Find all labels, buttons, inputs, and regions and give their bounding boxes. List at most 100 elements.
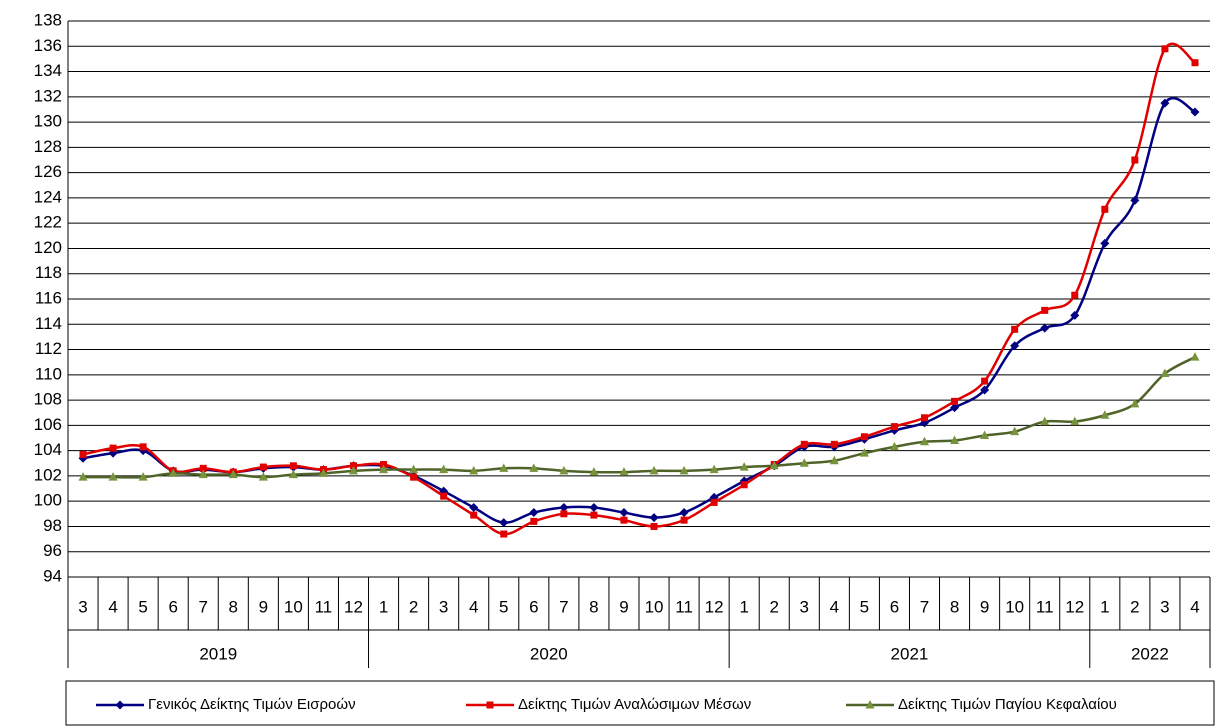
x-tick-label: 3	[1160, 597, 1169, 616]
y-tick-label: 116	[35, 288, 62, 307]
marker	[860, 433, 868, 441]
marker	[379, 464, 389, 474]
marker	[410, 473, 418, 481]
y-tick-label: 130	[34, 112, 62, 131]
marker	[589, 503, 599, 512]
marker	[139, 443, 147, 451]
marker	[469, 465, 479, 475]
x-tick-label: 4	[830, 597, 839, 616]
marker	[950, 403, 960, 413]
marker	[740, 481, 748, 489]
marker	[1160, 98, 1170, 108]
marker	[1191, 59, 1199, 67]
x-group-label: 2020	[530, 644, 568, 663]
marker	[470, 511, 478, 519]
x-tick-label: 6	[529, 597, 538, 616]
x-tick-label: 12	[1065, 597, 1084, 616]
legend-label: Δείκτης Τιμών Αναλώσιμων Μέσων	[518, 696, 751, 713]
y-tick-label: 124	[34, 187, 62, 206]
marker	[1010, 426, 1020, 436]
marker	[1100, 238, 1110, 248]
marker	[380, 461, 388, 469]
marker	[709, 464, 719, 474]
marker	[951, 397, 959, 405]
marker	[1010, 341, 1020, 351]
marker	[258, 472, 268, 481]
y-tick-label: 104	[34, 440, 62, 459]
marker	[1190, 107, 1200, 117]
marker	[890, 423, 898, 431]
legend-label: Γενικός Δείκτης Τιμών Εισροών	[148, 696, 356, 713]
y-tick-label: 98	[43, 516, 62, 535]
marker	[679, 508, 689, 518]
legend-label: Δείκτης Τιμών Παγίου Κεφαλαίου	[898, 696, 1117, 713]
x-tick-label: 4	[1190, 597, 1199, 616]
y-tick-label: 138	[34, 10, 62, 29]
marker	[1040, 323, 1050, 333]
x-tick-label: 9	[619, 597, 628, 616]
series-line	[82, 42, 1196, 536]
x-tick-label: 10	[284, 597, 303, 616]
x-tick-label: 1	[379, 597, 388, 616]
marker	[1130, 195, 1140, 205]
marker	[1070, 416, 1080, 426]
y-tick-label: 106	[34, 415, 62, 434]
marker	[619, 467, 629, 476]
x-tick-label: 8	[589, 597, 598, 616]
marker	[499, 518, 509, 528]
marker	[620, 516, 628, 524]
x-tick-label: 3	[78, 597, 87, 616]
x-group-label: 2019	[199, 644, 237, 663]
y-tick-label: 136	[34, 36, 62, 55]
x-tick-label: 2	[409, 597, 418, 616]
x-tick-label: 1	[739, 597, 748, 616]
marker	[499, 463, 509, 472]
y-tick-label: 134	[34, 61, 62, 80]
marker	[529, 508, 539, 518]
y-tick-label: 110	[35, 364, 62, 383]
x-tick-label: 5	[138, 597, 147, 616]
marker	[1070, 310, 1080, 320]
y-tick-label: 96	[43, 541, 62, 560]
y-tick-label: 94	[43, 566, 62, 585]
x-tick-label: 7	[199, 597, 208, 616]
marker	[1041, 306, 1049, 314]
marker	[469, 503, 479, 512]
marker	[288, 469, 298, 479]
y-tick-label: 102	[34, 465, 62, 484]
marker	[559, 465, 569, 475]
x-tick-label: 9	[980, 597, 989, 616]
x-tick-label: 11	[675, 597, 693, 616]
marker	[1101, 205, 1109, 213]
marker	[440, 492, 448, 500]
marker	[289, 462, 297, 470]
x-group-label: 2022	[1131, 644, 1169, 663]
marker	[198, 469, 208, 479]
marker	[1040, 416, 1050, 426]
marker	[318, 468, 328, 477]
x-tick-label: 4	[469, 597, 478, 616]
y-tick-label: 126	[34, 162, 62, 181]
marker	[649, 513, 659, 523]
marker	[739, 462, 749, 471]
legend-marker	[486, 701, 494, 709]
y-tick-label: 112	[35, 339, 62, 358]
marker	[138, 472, 148, 481]
y-tick-label: 108	[34, 390, 62, 409]
marker	[529, 463, 539, 472]
marker	[920, 436, 929, 446]
marker	[228, 469, 238, 479]
marker	[710, 498, 718, 506]
marker	[500, 530, 508, 538]
marker	[78, 472, 88, 481]
x-tick-label: 12	[705, 597, 724, 616]
marker	[680, 516, 688, 524]
marker	[829, 455, 839, 465]
x-tick-label: 6	[168, 597, 177, 616]
y-tick-label: 100	[34, 491, 62, 510]
x-tick-label: 7	[920, 597, 929, 616]
x-tick-label: 3	[800, 597, 809, 616]
marker	[649, 465, 659, 475]
y-tick-label: 118	[35, 263, 62, 282]
marker	[168, 468, 178, 477]
